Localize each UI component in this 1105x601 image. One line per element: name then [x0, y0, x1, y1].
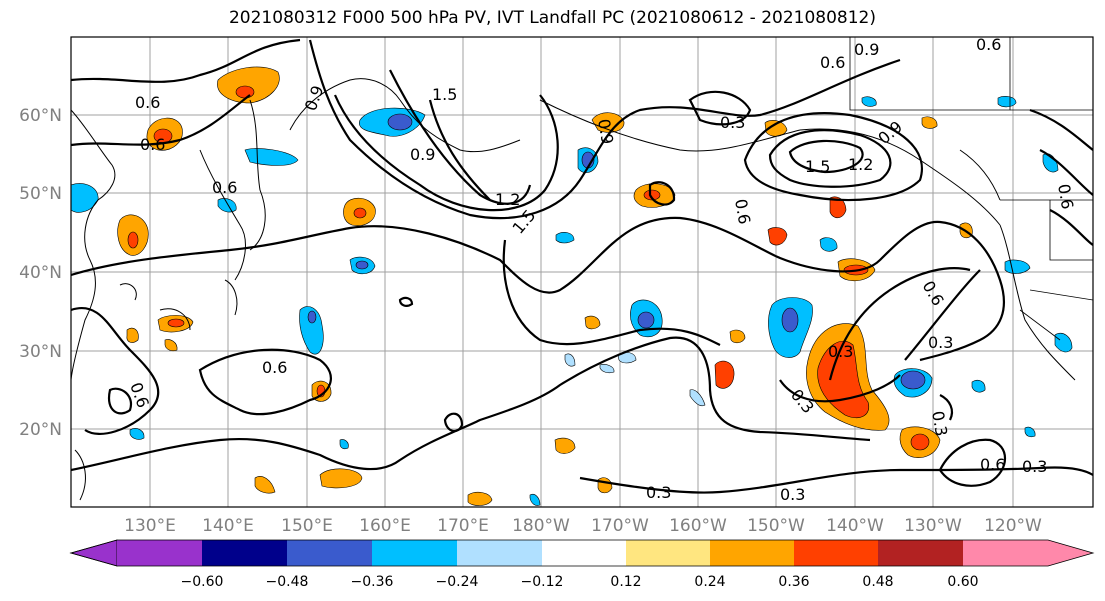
map-title: 2021080312 F000 500 hPa PV, IVT Landfall…: [228, 8, 876, 28]
colorbar-segment: [794, 540, 878, 566]
contour-label: 0.6: [980, 455, 1005, 474]
contour-label: 1.5: [432, 85, 457, 104]
contour-label: 0.9: [594, 117, 617, 145]
lon-tick-label: 160°E: [359, 516, 411, 536]
colorbar-tick-label: −0.24: [436, 574, 479, 590]
colorbar-segment: [202, 540, 287, 566]
lon-tick-label: 150°W: [747, 516, 805, 536]
colorbar-tick-label: −0.48: [266, 574, 309, 590]
lon-tick-label: 130°E: [124, 516, 176, 536]
colorbar-tick-label: −0.60: [181, 574, 224, 590]
lat-tick-label: 40°N: [19, 263, 62, 283]
contour-label: 0.6: [976, 35, 1001, 54]
colorbar-segment: [117, 540, 202, 566]
contour-label: 0.6: [212, 178, 237, 197]
contour-label: 0.3: [646, 483, 671, 502]
colorbar-tick-label: 0.36: [778, 574, 809, 590]
lon-tick-label: 180°W: [512, 516, 570, 536]
lon-tick-label: 170°W: [591, 516, 649, 536]
lat-tick-label: 50°N: [19, 184, 62, 204]
borders: [849, 37, 1093, 341]
colorbar-segment: [626, 540, 710, 566]
lon-tick-label: 150°E: [281, 516, 333, 536]
lat-tick-label: 20°N: [19, 420, 62, 440]
lon-tick-label: 160°W: [669, 516, 727, 536]
lon-tick-label: 130°W: [904, 516, 962, 536]
lat-tick-label: 60°N: [19, 106, 62, 126]
coastlines: [71, 78, 1076, 501]
contour-label: 0.3: [828, 342, 853, 361]
contour-label: 0.3: [720, 113, 745, 132]
colorbar-tick-label: 0.60: [947, 574, 978, 590]
contour-label: 0.6: [262, 358, 287, 377]
contour-label: 1.2: [495, 190, 520, 209]
colorbar-segment: [457, 540, 542, 566]
lat-axis: 60°N 50°N 40°N 30°N 20°N: [19, 106, 62, 440]
colorbar-segment: [542, 540, 626, 566]
contour-label: 0.6: [135, 93, 160, 112]
contour-label: 0.6: [820, 53, 845, 72]
colorbar-extend-high: [1048, 540, 1093, 566]
map-plot-area: 0.6 0.9 1.5 0.9 0.6 0.9 0.3 0.6 1.5 1.2 …: [71, 35, 1093, 507]
colorbar-segment: [287, 540, 372, 566]
colorbar-segment: [710, 540, 794, 566]
contour-label: 1.5: [805, 157, 830, 176]
colorbar-tick-label: 0.24: [694, 574, 725, 590]
pv-contours: [71, 38, 1093, 494]
lon-tick-label: 170°E: [437, 516, 489, 536]
contour-label: 0.6: [731, 197, 754, 225]
contour-label: 0.6: [1054, 182, 1077, 210]
plot-frame: [70, 36, 1094, 508]
lon-axis: 130°E 140°E 150°E 160°E 170°E 180°W 170°…: [124, 516, 1042, 536]
lat-tick-label: 30°N: [19, 342, 62, 362]
colorbar-outline: [69, 539, 1095, 567]
contour-label: 0.6: [140, 135, 165, 154]
colorbar-tick-label: 0.48: [862, 574, 893, 590]
contour-label: 1.2: [848, 155, 873, 174]
colorbar: −0.60 −0.48 −0.36 −0.24 −0.12 0.12 0.24 …: [69, 539, 1095, 590]
contour-label: 1.5: [509, 206, 540, 238]
contour-label: 0.9: [854, 40, 879, 59]
lon-tick-label: 140°W: [826, 516, 884, 536]
contour-label: 0.6: [919, 278, 948, 310]
colorbar-tick-label: −0.36: [351, 574, 394, 590]
contour-label: 0.3: [1022, 457, 1047, 476]
contour-label: 0.9: [410, 145, 435, 164]
colorbar-tick-label: 0.12: [610, 574, 641, 590]
lon-tick-label: 140°E: [202, 516, 254, 536]
colorbar-tick-label: −0.12: [521, 574, 564, 590]
lon-tick-label: 120°W: [984, 516, 1042, 536]
contour-label: 0.3: [928, 409, 951, 437]
contour-label: 0.3: [780, 485, 805, 504]
contour-label: 0.3: [928, 333, 953, 352]
colorbar-segment: [372, 540, 457, 566]
colorbar-segment: [963, 540, 1048, 566]
colorbar-extend-low: [69, 539, 118, 567]
colorbar-segment: [878, 540, 963, 566]
